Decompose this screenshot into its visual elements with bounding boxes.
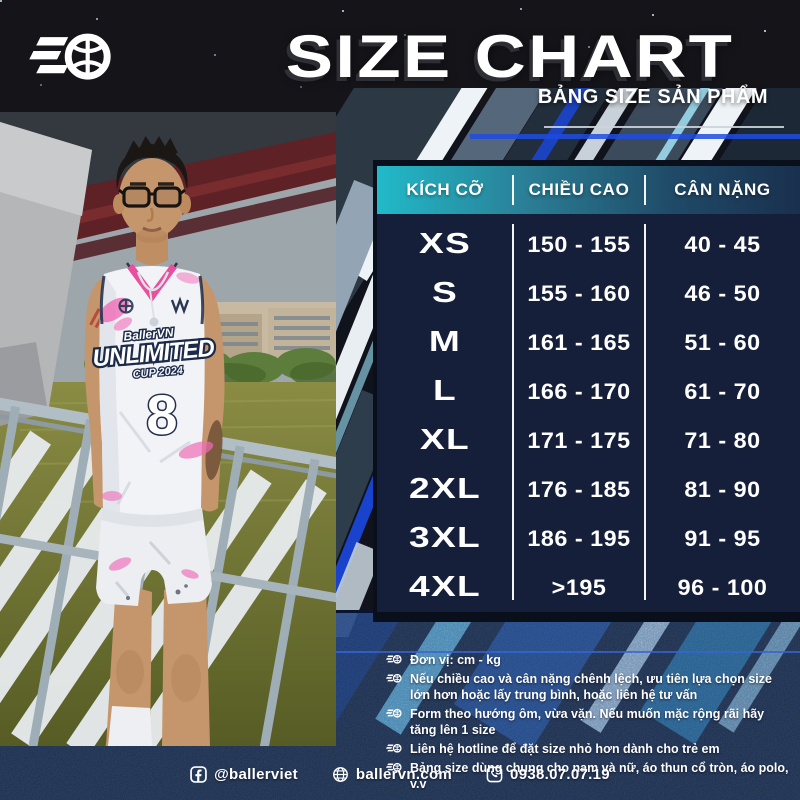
size-cell: S	[431, 277, 459, 309]
header-separator	[512, 175, 514, 205]
note-item: Form theo hướng ôm, vừa vặn. Nếu muốn mặ…	[386, 706, 792, 738]
ball-bullet-icon	[386, 653, 402, 666]
weight-cell: 81 - 90	[684, 476, 761, 502]
website-text: ballervn.com	[355, 766, 453, 783]
phone-icon	[486, 766, 503, 783]
size-cell: L	[433, 375, 457, 407]
page-subtitle: BẢNG SIZE SẢN PHẨM	[537, 86, 768, 108]
model-photo-illustration: BallerVN UNLIMITED CUP 2024 8	[0, 112, 336, 746]
subtitle-underline	[544, 126, 784, 128]
column-header-weight: CÂN NẶNG	[674, 180, 771, 199]
size-cell: XL	[420, 424, 470, 456]
website-link[interactable]: ballervn.com	[332, 766, 452, 783]
notes-list: Đơn vị: cm - kg Nếu chiều cao và cân nặn…	[386, 652, 792, 795]
table-row: XL 171 - 175 71 - 80	[377, 416, 800, 465]
note-text: Liên hệ hotline để đặt size nhỏ hơn dành…	[410, 742, 720, 756]
note-text: Đơn vị: cm - kg	[410, 653, 501, 667]
phone-text: 0938.07.07.19	[510, 766, 610, 783]
diagonal-stripes-decoration	[330, 88, 800, 637]
weight-cell: 61 - 70	[684, 378, 761, 404]
height-cell: 166 - 170	[527, 378, 631, 404]
weight-cell: 51 - 60	[684, 329, 761, 355]
weight-cell: 96 - 100	[677, 574, 768, 600]
height-cell: 155 - 160	[527, 280, 631, 306]
column-separator	[512, 224, 514, 600]
table-row: 3XL 186 - 195 91 - 95	[377, 514, 800, 563]
height-cell: 161 - 165	[527, 329, 631, 355]
height-cell: 176 - 185	[527, 476, 631, 502]
column-separator	[644, 224, 646, 600]
table-row: S 155 - 160 46 - 50	[377, 269, 800, 318]
height-cell: 171 - 175	[527, 427, 631, 453]
note-text: Form theo hướng ôm, vừa vặn. Nếu muốn mặ…	[410, 707, 765, 737]
table-row: XS 150 - 155 40 - 45	[377, 220, 800, 269]
column-header-size: KÍCH CỠ	[406, 180, 484, 199]
table-row: L 166 - 170 61 - 70	[377, 367, 800, 416]
note-item: Bảng size dùng chung cho nam và nữ, áo t…	[386, 760, 792, 792]
facebook-icon	[190, 766, 207, 783]
globe-icon	[332, 767, 348, 782]
weight-cell: 91 - 95	[684, 525, 761, 551]
ball-bullet-icon	[386, 672, 402, 685]
weight-cell: 46 - 50	[684, 280, 761, 306]
height-cell: 186 - 195	[527, 525, 631, 551]
table-row: 4XL >195 96 - 100	[377, 563, 800, 612]
facebook-handle[interactable]: @ballerviet	[190, 766, 298, 783]
table-body: XS 150 - 155 40 - 45 S 155 - 160 46 - 50…	[377, 214, 800, 612]
jersey-subtitle-text: CUP 2024	[132, 365, 183, 381]
ball-bullet-icon	[386, 742, 402, 755]
size-table: KÍCH CỠ CHIỀU CAO CÂN NẶNG XS 150 - 155 …	[373, 160, 800, 622]
size-cell: M	[428, 326, 462, 358]
header-separator	[644, 175, 646, 205]
table-row: 2XL 176 - 185 81 - 90	[377, 465, 800, 514]
footer-contacts: @ballerviet ballervn.com 0938.07.07.19	[0, 766, 800, 783]
size-cell: 3XL	[409, 522, 481, 554]
jersey-brand-text: BallerVN	[123, 325, 174, 343]
size-cell: 4XL	[409, 571, 481, 603]
table-header-row: KÍCH CỠ CHIỀU CAO CÂN NẶNG	[377, 166, 800, 214]
facebook-text: @ballerviet	[214, 766, 298, 783]
page-title: SIZE CHART	[285, 23, 735, 90]
note-text: Bảng size dùng chung cho nam và nữ, áo t…	[410, 761, 789, 791]
note-text: Nếu chiều cao và cân nặng chênh lệch, ưu…	[410, 672, 772, 702]
note-item: Liên hệ hotline để đặt size nhỏ hơn dành…	[386, 741, 792, 757]
height-cell: >195	[551, 574, 607, 600]
size-cell: 2XL	[409, 473, 481, 505]
jersey-number: 8	[146, 383, 177, 446]
weight-cell: 71 - 80	[684, 427, 761, 453]
note-item: Đơn vị: cm - kg	[386, 652, 792, 668]
size-cell: XS	[418, 228, 472, 260]
model-photo: BallerVN UNLIMITED CUP 2024 8	[0, 112, 336, 746]
height-cell: 150 - 155	[527, 231, 631, 257]
brand-speed-basketball-logo-icon	[28, 26, 114, 90]
table-row: M 161 - 165 51 - 60	[377, 318, 800, 367]
column-header-height: CHIỀU CAO	[528, 180, 630, 199]
ball-bullet-icon	[386, 707, 402, 720]
weight-cell: 40 - 45	[684, 231, 761, 257]
note-item: Nếu chiều cao và cân nặng chênh lệch, ưu…	[386, 671, 792, 703]
phone-number[interactable]: 0938.07.07.19	[486, 766, 610, 783]
